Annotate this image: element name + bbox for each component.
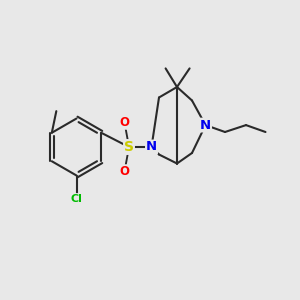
Text: S: S [124,140,134,154]
Text: O: O [119,165,130,178]
Text: Cl: Cl [70,194,83,204]
Text: N: N [146,140,157,154]
Text: N: N [200,118,211,132]
Text: O: O [119,116,130,129]
